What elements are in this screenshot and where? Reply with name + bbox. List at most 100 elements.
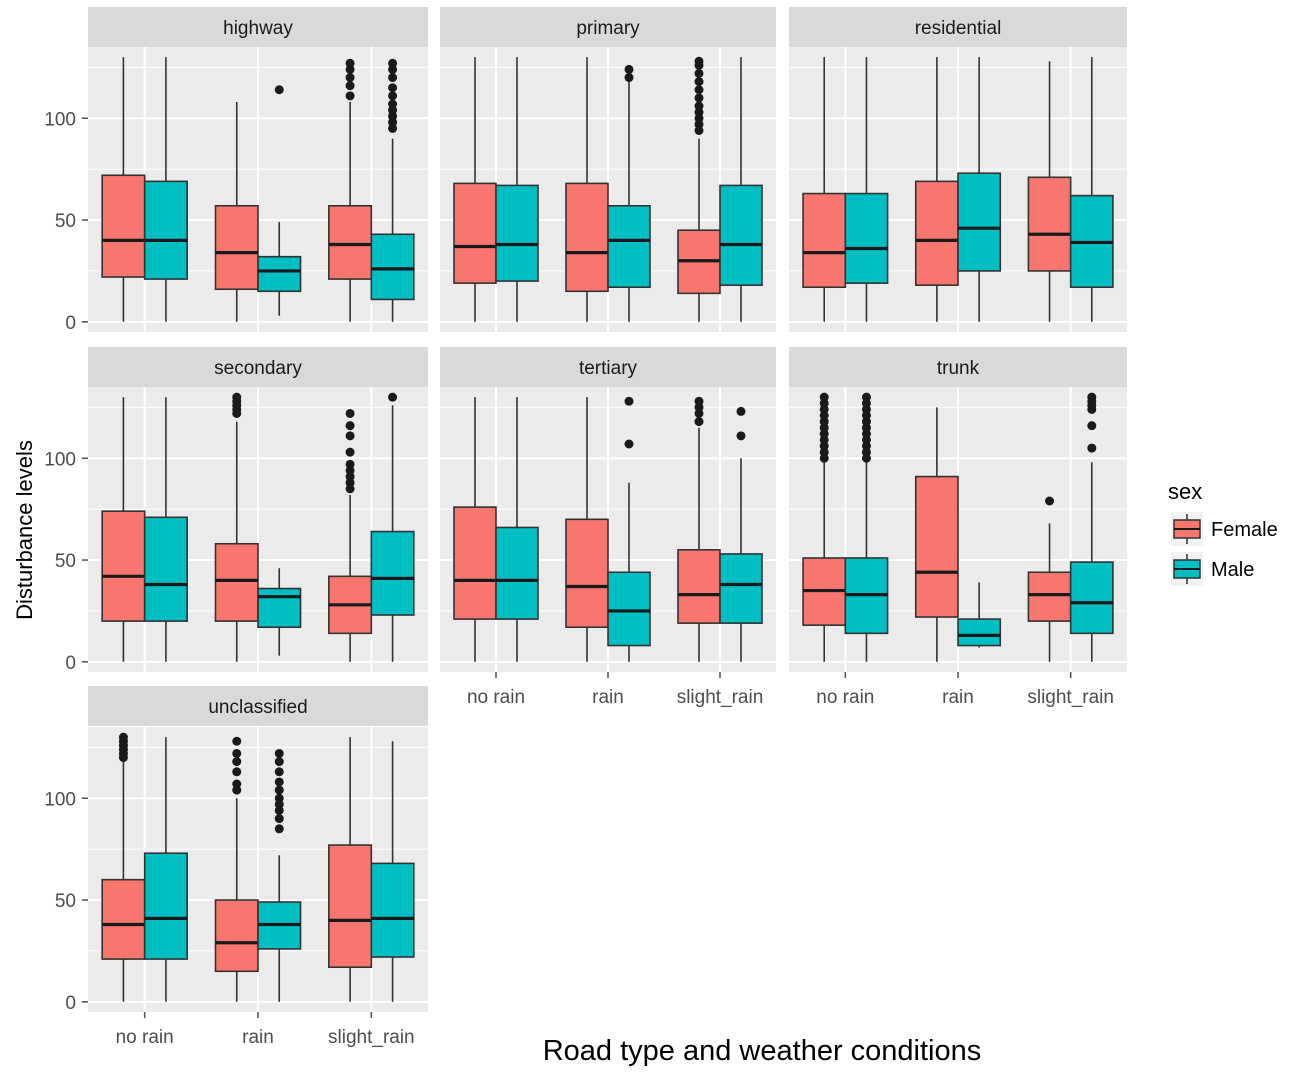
box-unclassified-rain-female-outlier	[232, 779, 242, 789]
box-highway-slight-rain-female	[328, 204, 373, 280]
box-highway-slight-rain-male-outlier	[388, 73, 398, 83]
box-primary-slight-rain-female-outlier	[694, 56, 704, 66]
box-highway-rain-female	[214, 204, 259, 291]
box-tertiary-rain-female	[565, 518, 609, 629]
box-tertiary-slight-rain-female-outlier	[694, 417, 704, 427]
box-primary-rain-male-outlier	[624, 64, 634, 74]
facet-label-tertiary: tertiary	[579, 358, 638, 379]
box-secondary-rain-female	[214, 542, 259, 622]
y-axis-title: Disturbance levels	[12, 440, 37, 620]
box-highway-rain-male	[257, 255, 302, 293]
box-primary-rain-female	[565, 182, 609, 293]
box-secondary-rain-male	[257, 587, 302, 629]
box-unclassified-rain-male-outlier	[274, 814, 284, 824]
facet-label-residential: residential	[915, 18, 1002, 39]
box-highway-slight-rain-female-outlier	[345, 81, 355, 91]
box-trunk-slight-rain-male	[1069, 561, 1114, 635]
box-primary-rain-male	[607, 204, 651, 289]
box-tertiary-slight-rain-male	[719, 553, 763, 624]
box-secondary-slight-rain-female-outlier	[345, 408, 355, 418]
box-unclassified-rain-female-outlier	[232, 736, 242, 746]
box-tertiary-rain-male-outlier	[624, 396, 634, 406]
x-tick-label: slight_rain	[1027, 687, 1114, 708]
x-tick-label: no rain	[467, 687, 525, 708]
box-secondary-slight-rain-female-outlier	[345, 459, 355, 469]
box-highway-slight-rain-male	[370, 233, 415, 301]
box-residential-rain-female	[914, 180, 959, 286]
x-tick-label: slight_rain	[677, 687, 764, 708]
box-trunk-rain-male	[957, 618, 1002, 647]
box-highway-rain-male-outlier	[274, 85, 284, 95]
legend-title: sex	[1168, 479, 1202, 504]
box-unclassified-rain-male-outlier	[274, 748, 284, 758]
box-unclassified-rain-male-outlier	[274, 757, 284, 767]
box-trunk-slight-rain-female	[1027, 571, 1072, 622]
box-unclassified-rain-female-outlier	[232, 767, 242, 777]
box-unclassified-rain-male-outlier	[274, 767, 284, 777]
box-unclassified-no-rain-male	[143, 852, 188, 960]
facet-label-trunk: trunk	[937, 358, 980, 379]
box-secondary-slight-rain-female-outlier	[345, 421, 355, 431]
x-tick-label: no rain	[816, 687, 874, 708]
y-tick-label: 50	[55, 551, 76, 572]
y-tick-label: 100	[44, 109, 76, 130]
y-tick-label: 0	[65, 993, 76, 1014]
box-trunk-rain-female	[914, 475, 959, 618]
facet-label-unclassified: unclassified	[208, 697, 307, 718]
box-residential-no-rain-male	[844, 192, 889, 284]
box-primary-slight-rain-female-outlier	[694, 93, 704, 103]
legend-label-female: Female	[1211, 519, 1278, 541]
y-tick-label: 50	[55, 891, 76, 912]
y-tick-label: 0	[65, 653, 76, 674]
facet-strip-primary	[440, 7, 776, 47]
legend-label-male: Male	[1211, 559, 1254, 581]
box-tertiary-no-rain-male	[495, 526, 539, 620]
y-tick-label: 50	[55, 211, 76, 232]
box-primary-no-rain-male	[495, 184, 539, 282]
box-trunk-slight-rain-male-outlier	[1087, 392, 1097, 402]
box-tertiary-slight-rain-female-outlier	[694, 396, 704, 406]
box-unclassified-rain-male-outlier	[274, 785, 284, 795]
box-highway-slight-rain-male-outlier	[388, 91, 398, 101]
x-tick-label: rain	[592, 687, 624, 708]
box-highway-slight-rain-female-outlier	[345, 58, 355, 68]
box-residential-rain-male	[957, 172, 1002, 272]
box-highway-slight-rain-female-outlier	[345, 73, 355, 83]
facet-label-highway: highway	[223, 18, 293, 39]
box-residential-slight-rain-female	[1027, 176, 1072, 272]
box-highway-slight-rain-male-outlier	[388, 83, 398, 93]
box-unclassified-rain-male-outlier	[274, 793, 284, 803]
box-unclassified-no-rain-female-outlier	[118, 732, 128, 742]
box-unclassified-rain-male-outlier	[274, 824, 284, 834]
box-primary-slight-rain-female-outlier	[694, 101, 704, 111]
facet-strip-unclassified	[88, 686, 428, 726]
x-tick-label: slight_rain	[328, 1027, 415, 1048]
box-tertiary-slight-rain-male-outlier	[736, 406, 746, 416]
box-tertiary-slight-rain-female	[677, 549, 721, 624]
facet-strip-highway	[88, 7, 428, 47]
box-trunk-slight-rain-male-outlier	[1087, 421, 1097, 431]
box-trunk-slight-rain-male-outlier	[1087, 443, 1097, 453]
x-tick-label: rain	[942, 687, 974, 708]
box-tertiary-no-rain-female	[453, 506, 497, 620]
box-primary-slight-rain-female-outlier	[694, 85, 704, 95]
y-tick-label: 100	[44, 449, 76, 470]
box-trunk-no-rain-female-outlier	[819, 392, 829, 402]
x-axis-title: Road type and weather conditions	[543, 1035, 982, 1067]
box-secondary-slight-rain-male-outlier	[388, 392, 398, 402]
box-secondary-no-rain-male	[143, 516, 188, 622]
box-highway-no-rain-female	[101, 174, 146, 278]
box-tertiary-rain-male	[607, 571, 651, 647]
box-unclassified-slight-rain-male	[370, 862, 415, 958]
box-unclassified-rain-female-outlier	[232, 748, 242, 758]
box-trunk-slight-rain-female-outlier	[1045, 496, 1055, 506]
facet-strip-tertiary	[440, 347, 776, 387]
x-tick-label: rain	[242, 1027, 274, 1048]
facet-label-primary: primary	[576, 18, 640, 39]
box-primary-rain-male-outlier	[624, 73, 634, 83]
box-primary-slight-rain-female-outlier	[694, 68, 704, 78]
box-highway-slight-rain-female-outlier	[345, 91, 355, 101]
box-unclassified-slight-rain-female	[328, 844, 373, 969]
